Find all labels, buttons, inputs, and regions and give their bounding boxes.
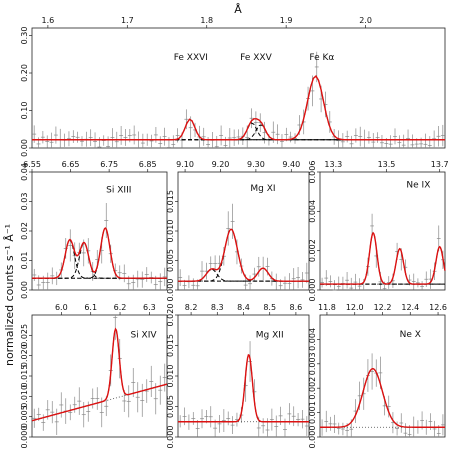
line-label: Mg XII: [256, 331, 284, 341]
y-tick-label: 0.00: [20, 139, 29, 157]
y-tick-label: 0.005: [166, 395, 175, 418]
y-tick-label: 0.002: [308, 239, 317, 262]
model-fit-line: [320, 231, 446, 285]
model-fit-line: [178, 228, 309, 282]
y-tick-label: 0.000: [308, 279, 317, 302]
y-tick-label: 0.015: [166, 190, 175, 213]
y-tick-label: 0.20: [20, 64, 29, 82]
line-label: Fe Kα: [309, 53, 334, 63]
y-tick-label: 0.006: [308, 161, 317, 184]
y-tick-label: 0.010: [20, 385, 29, 408]
x-tick-label: 6.75: [100, 160, 118, 169]
y-tick-label: 0.000: [20, 426, 29, 449]
x-tick-label: 12.4: [401, 303, 419, 312]
x-tick-label: 9.20: [212, 160, 230, 169]
x-tick-label: 12.0: [346, 303, 364, 312]
y-tick-label: 0.005: [20, 405, 29, 428]
x-tick-label: 1.9: [280, 16, 293, 25]
x-tick-label: 13.3: [324, 160, 342, 169]
x-tick-label: 8.2: [185, 303, 198, 312]
y-tick-label: 0.020: [20, 344, 29, 367]
panel-ne9: 13.3 13.5 13.7 0.000 0.002 0.004 0.006 Ne IX: [308, 160, 449, 301]
y-tick-label: 0.00: [20, 281, 29, 299]
x-tick-label: 6.1: [84, 303, 97, 312]
panel-fe: 1.6 1.7 1.8 1.9 2.0 0.00 0.10 0.20 0.30 Fe XXVI Fe…: [20, 16, 446, 157]
y-tick-label: 0.003: [308, 352, 317, 375]
gaussian-component: [320, 368, 445, 428]
model-fit-line: [320, 368, 445, 428]
y-tick-label: 0.03: [20, 193, 29, 211]
x-tick-label: 6.65: [62, 160, 80, 169]
y-tick-label: 0.04: [20, 163, 29, 181]
y-tick-label: 0.10: [20, 102, 29, 120]
y-axis-label: normalized counts s⁻¹ Å⁻¹: [3, 224, 16, 366]
x-tick-label: 6.0: [55, 303, 68, 312]
line-label: Si XIV: [130, 330, 157, 340]
y-tick-label: 0.005: [166, 249, 175, 272]
y-tick-label: 0.02: [20, 222, 29, 240]
y-tick-label: 0.000: [308, 426, 317, 449]
y-tick-label: 0.015: [20, 365, 29, 388]
line-label: Ne IX: [406, 181, 430, 191]
x-tick-label: 13.7: [431, 160, 449, 169]
model-fit-line: [31, 327, 168, 422]
panel-si14: 6.0 6.1 6.2 6.3 0.0000.0050.0100.0150.0200.0…: [20, 303, 168, 449]
plot-frame: [319, 314, 446, 438]
x-tick-label: 8.5: [263, 303, 276, 312]
x-tick-label: 8.4: [237, 303, 250, 312]
panel-si13: 6.55 6.65 6.75 6.85 0.00 0.01 0.02 0.03 0.04 Si X…: [20, 160, 168, 299]
y-tick-label: 0.015: [166, 334, 175, 357]
y-tick-label: 0.020: [166, 304, 175, 327]
y-tick-label: 0.000: [166, 279, 175, 302]
model-fit-line: [32, 227, 167, 279]
x-tick-label: 13.5: [378, 160, 396, 169]
x-tick-label: 1.8: [200, 16, 213, 25]
y-tick-label: 0.002: [308, 377, 317, 400]
x-tick-label: 1.6: [42, 16, 55, 25]
panel-mg11: 9.10 9.20 9.30 9.40 0.000 0.005 0.010 0.015 Mg X…: [166, 160, 310, 302]
x-tick-label: 6.3: [143, 303, 156, 312]
y-tick-label: 0.004: [308, 328, 317, 351]
plot-frame: [31, 27, 446, 149]
x-tick-label: 2.0: [359, 16, 372, 25]
x-tick-label: 9.40: [282, 160, 300, 169]
x-tick-label: 12.6: [429, 303, 447, 312]
line-label: Mg XI: [250, 184, 275, 194]
y-tick-label: 0.025: [20, 324, 29, 347]
y-tick-label: 0.30: [20, 27, 29, 45]
x-tick-label: 9.10: [176, 160, 194, 169]
y-tick-label: 0.001: [308, 401, 317, 424]
model-fit-line: [32, 74, 445, 141]
y-tick-label: 0.000: [166, 426, 175, 449]
x-tick-label: 8.6: [290, 303, 303, 312]
line-label: Fe XXV: [240, 53, 272, 63]
x-tick-label: 9.30: [247, 160, 265, 169]
line-label: Si XIII: [106, 186, 131, 196]
line-label: Fe XXVI: [174, 53, 208, 63]
y-tick-label: 0.010: [166, 220, 175, 243]
y-tick-label: 0.01: [20, 252, 29, 270]
model-fit-line: [178, 353, 309, 423]
x-tick-label: 11.8: [318, 303, 336, 312]
y-tick-label: 0.010: [166, 365, 175, 388]
line-label: Ne X: [400, 330, 421, 340]
x-tick-label: 6.2: [114, 303, 127, 312]
top-axis-label: Å: [234, 3, 242, 16]
panel-mg12: 8.2 8.3 8.4 8.5 8.6 0.000 0.005 0.010 0.015 0.020…: [166, 303, 310, 449]
x-tick-label: 8.3: [211, 303, 224, 312]
y-tick-label: 0.004: [308, 200, 317, 223]
plot-frame: [319, 171, 446, 291]
x-tick-label: 1.7: [121, 16, 134, 25]
x-tick-label: 6.85: [139, 160, 157, 169]
x-tick-label: 12.2: [374, 303, 392, 312]
x-tick-label: 6.55: [23, 160, 41, 169]
